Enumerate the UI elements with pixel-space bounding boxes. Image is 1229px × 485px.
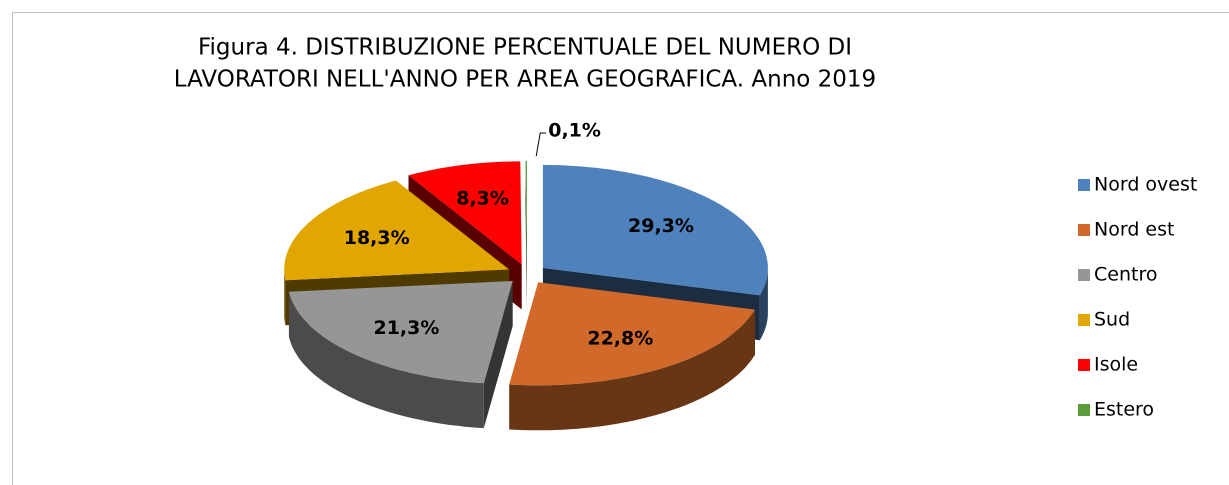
legend-label: Estero (1094, 399, 1154, 421)
leader-line (535, 132, 547, 157)
slice-wall (509, 309, 755, 431)
data-label: 21,3% (373, 317, 439, 339)
chart-title: Figura 4. DISTRIBUZIONE PERCENTUALE DEL … (198, 35, 852, 61)
slice-wall (284, 269, 286, 326)
slice (525, 161, 527, 309)
slice-wall (759, 267, 768, 341)
legend-label: Isole (1094, 354, 1138, 376)
slice-side (525, 161, 527, 309)
legend-swatch (1078, 224, 1090, 236)
slice (509, 282, 755, 386)
slice (288, 281, 513, 384)
legend-swatch (1078, 269, 1090, 281)
data-label: 29,3% (628, 215, 694, 237)
slice (542, 164, 768, 296)
data-label: 18,3% (344, 227, 410, 249)
slice (288, 281, 513, 429)
data-label: 8,3% (456, 187, 509, 209)
legend-label: Nord est (1094, 219, 1174, 241)
slice (509, 282, 755, 431)
legend-swatch (1078, 404, 1090, 416)
legend-label: Sud (1094, 309, 1130, 331)
legend-label: Nord ovest (1094, 174, 1197, 196)
legend-swatch (1078, 179, 1090, 191)
data-label: 22,8% (587, 327, 653, 349)
slice-side (483, 281, 513, 429)
chart-title: LAVORATORI NELL'ANNO PER AREA GEOGRAFICA… (174, 67, 876, 93)
legend-label: Centro (1094, 264, 1157, 286)
legend-swatch (1078, 314, 1090, 326)
slice (284, 180, 510, 281)
slice-wall (288, 291, 484, 429)
slice (525, 161, 527, 264)
data-label: 0,1% (548, 120, 601, 142)
slice (408, 161, 522, 265)
legend-swatch (1078, 359, 1090, 371)
